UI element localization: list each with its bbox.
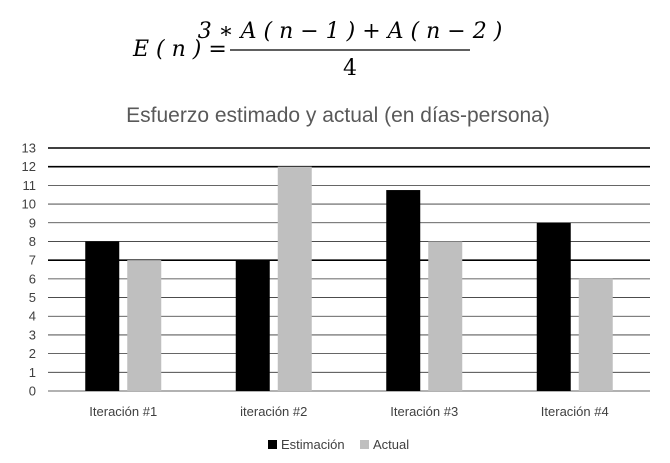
y-tick-label: 5 <box>29 290 36 305</box>
legend-swatch <box>360 440 369 449</box>
y-tick-label: 2 <box>29 346 36 361</box>
bar-estimacion <box>386 190 421 391</box>
y-tick-label: 1 <box>29 365 36 380</box>
y-tick-label: 10 <box>22 197 36 212</box>
legend: Estimación Actual <box>268 437 409 452</box>
y-tick-label: 11 <box>23 178 37 193</box>
y-tick-label: 9 <box>29 215 36 230</box>
bar-actual <box>277 166 312 391</box>
chart-title: Esfuerzo estimado y actual (en días-pers… <box>126 104 550 127</box>
x-category-label: Iteración #3 <box>390 404 458 419</box>
y-tick-label: 7 <box>29 253 36 268</box>
x-category-label: iteración #2 <box>240 404 307 419</box>
chart: Esfuerzo estimado y actual (en días-pers… <box>22 104 650 452</box>
formula-lhs: E ( n ) = <box>132 37 227 62</box>
y-tick-label: 0 <box>29 384 36 399</box>
formula: E ( n ) = 3 ∗ A ( n − 1 ) + A ( n − 2 ) … <box>132 19 503 81</box>
bar-actual <box>578 278 613 391</box>
formula-denominator: 4 <box>343 56 357 81</box>
x-axis-categories: Iteración #1 iteración #2 Iteración #3 Iter… <box>89 404 608 419</box>
y-tick-label: 3 <box>29 327 36 342</box>
bar-actual <box>127 260 162 391</box>
bar-estimacion <box>536 222 571 391</box>
bar-actual <box>428 241 463 391</box>
formula-numerator: 3 ∗ A ( n − 1 ) + A ( n − 2 ) <box>198 19 503 44</box>
y-tick-label: 12 <box>22 159 36 174</box>
bar-estimacion <box>235 260 270 391</box>
y-tick-label: 4 <box>29 309 36 324</box>
legend-label: Estimación <box>281 437 345 452</box>
y-tick-label: 8 <box>29 234 36 249</box>
legend-swatch <box>268 440 277 449</box>
x-category-label: Iteración #4 <box>541 404 609 419</box>
bars <box>85 166 613 391</box>
y-tick-label: 6 <box>29 271 36 286</box>
x-category-label: Iteración #1 <box>89 404 157 419</box>
legend-label: Actual <box>373 437 409 452</box>
y-tick-label: 13 <box>22 141 36 156</box>
bar-estimacion <box>85 241 120 391</box>
